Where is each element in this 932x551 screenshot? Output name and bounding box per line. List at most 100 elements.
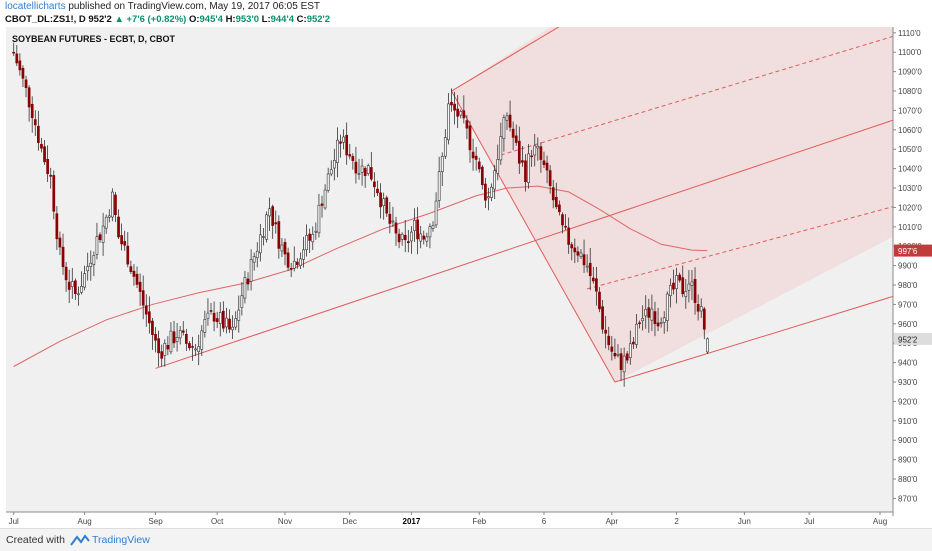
candle[interactable]	[672, 269, 675, 295]
candle[interactable]	[262, 227, 265, 246]
candle[interactable]	[218, 302, 222, 337]
candle[interactable]	[397, 228, 401, 249]
candle[interactable]	[18, 53, 22, 76]
candle[interactable]	[283, 238, 287, 266]
candle[interactable]	[511, 121, 515, 151]
candle[interactable]	[49, 167, 53, 189]
candle[interactable]	[456, 95, 460, 129]
candle[interactable]	[33, 110, 37, 136]
candle[interactable]	[576, 246, 580, 263]
price-chart[interactable]: SOYBEAN FUTURES - ECBT, D, CBOT 870'0 880'…	[0, 0, 932, 528]
candle[interactable]	[638, 320, 641, 329]
candle[interactable]	[505, 112, 509, 131]
candle[interactable]	[240, 282, 244, 316]
candle[interactable]	[120, 223, 123, 251]
candle[interactable]	[366, 163, 370, 176]
candle[interactable]	[104, 214, 108, 234]
candle[interactable]	[67, 269, 71, 304]
candle[interactable]	[160, 344, 164, 367]
candle[interactable]	[622, 347, 626, 387]
candle[interactable]	[363, 166, 367, 188]
candle[interactable]	[311, 226, 315, 251]
candle[interactable]	[40, 137, 43, 153]
candle[interactable]	[684, 279, 688, 309]
candle[interactable]	[231, 315, 234, 339]
candle[interactable]	[132, 264, 136, 286]
candle[interactable]	[206, 298, 210, 326]
candle[interactable]	[385, 195, 389, 217]
candle[interactable]	[517, 126, 521, 174]
candle[interactable]	[382, 192, 386, 220]
candle[interactable]	[317, 193, 321, 238]
candle[interactable]	[641, 305, 644, 331]
candle[interactable]	[524, 154, 527, 192]
candle[interactable]	[443, 129, 447, 160]
candle[interactable]	[567, 217, 570, 254]
candle[interactable]	[610, 336, 614, 361]
candle[interactable]	[43, 140, 46, 165]
candle[interactable]	[336, 127, 339, 178]
candle[interactable]	[687, 270, 691, 303]
candle[interactable]	[588, 248, 592, 291]
candle[interactable]	[490, 183, 493, 202]
candle[interactable]	[373, 172, 376, 198]
candle[interactable]	[305, 224, 308, 257]
candle[interactable]	[653, 301, 657, 337]
candle[interactable]	[30, 96, 34, 133]
candle[interactable]	[675, 267, 678, 304]
candle[interactable]	[394, 216, 398, 246]
candle[interactable]	[314, 222, 318, 240]
candle[interactable]	[656, 307, 660, 332]
candle[interactable]	[447, 93, 450, 145]
candle[interactable]	[406, 230, 410, 253]
candle[interactable]	[320, 195, 324, 218]
candle[interactable]	[255, 242, 259, 268]
candle[interactable]	[24, 75, 28, 98]
candle[interactable]	[702, 306, 706, 340]
candle[interactable]	[95, 222, 99, 260]
candle[interactable]	[329, 160, 333, 177]
candle[interactable]	[12, 42, 16, 56]
candle[interactable]	[209, 302, 213, 315]
candle[interactable]	[178, 325, 182, 345]
candle[interactable]	[151, 318, 154, 350]
candle[interactable]	[379, 183, 382, 219]
candle[interactable]	[369, 151, 373, 182]
moving-average-line[interactable]	[13, 185, 708, 367]
candle[interactable]	[354, 146, 358, 184]
candle[interactable]	[681, 265, 685, 298]
candle[interactable]	[188, 341, 191, 351]
candle[interactable]	[83, 265, 86, 291]
candle[interactable]	[169, 322, 173, 355]
candle[interactable]	[579, 249, 583, 259]
candle[interactable]	[154, 327, 157, 353]
candle[interactable]	[89, 250, 93, 281]
candle[interactable]	[237, 295, 241, 333]
candle[interactable]	[342, 129, 345, 150]
candle[interactable]	[527, 144, 530, 189]
candle[interactable]	[286, 247, 290, 271]
pitchfork-upper-line[interactable]	[451, 0, 904, 92]
candle[interactable]	[440, 152, 444, 187]
candle[interactable]	[21, 65, 25, 87]
candle[interactable]	[480, 165, 484, 190]
candle[interactable]	[558, 200, 561, 216]
candle[interactable]	[554, 182, 558, 210]
candle[interactable]	[289, 262, 293, 278]
candle[interactable]	[376, 180, 379, 196]
candle[interactable]	[496, 144, 500, 181]
candle[interactable]	[326, 167, 330, 193]
candle[interactable]	[222, 301, 225, 332]
candle[interactable]	[391, 206, 395, 227]
candle[interactable]	[234, 311, 238, 331]
candle[interactable]	[339, 134, 342, 158]
candle[interactable]	[166, 336, 170, 356]
candle[interactable]	[212, 301, 216, 332]
candle[interactable]	[604, 315, 607, 349]
pitchfork-lower-line[interactable]	[614, 293, 905, 383]
candle[interactable]	[123, 230, 127, 251]
candle[interactable]	[277, 215, 281, 259]
candle[interactable]	[148, 296, 151, 334]
candle[interactable]	[258, 223, 262, 262]
candle[interactable]	[86, 252, 90, 281]
